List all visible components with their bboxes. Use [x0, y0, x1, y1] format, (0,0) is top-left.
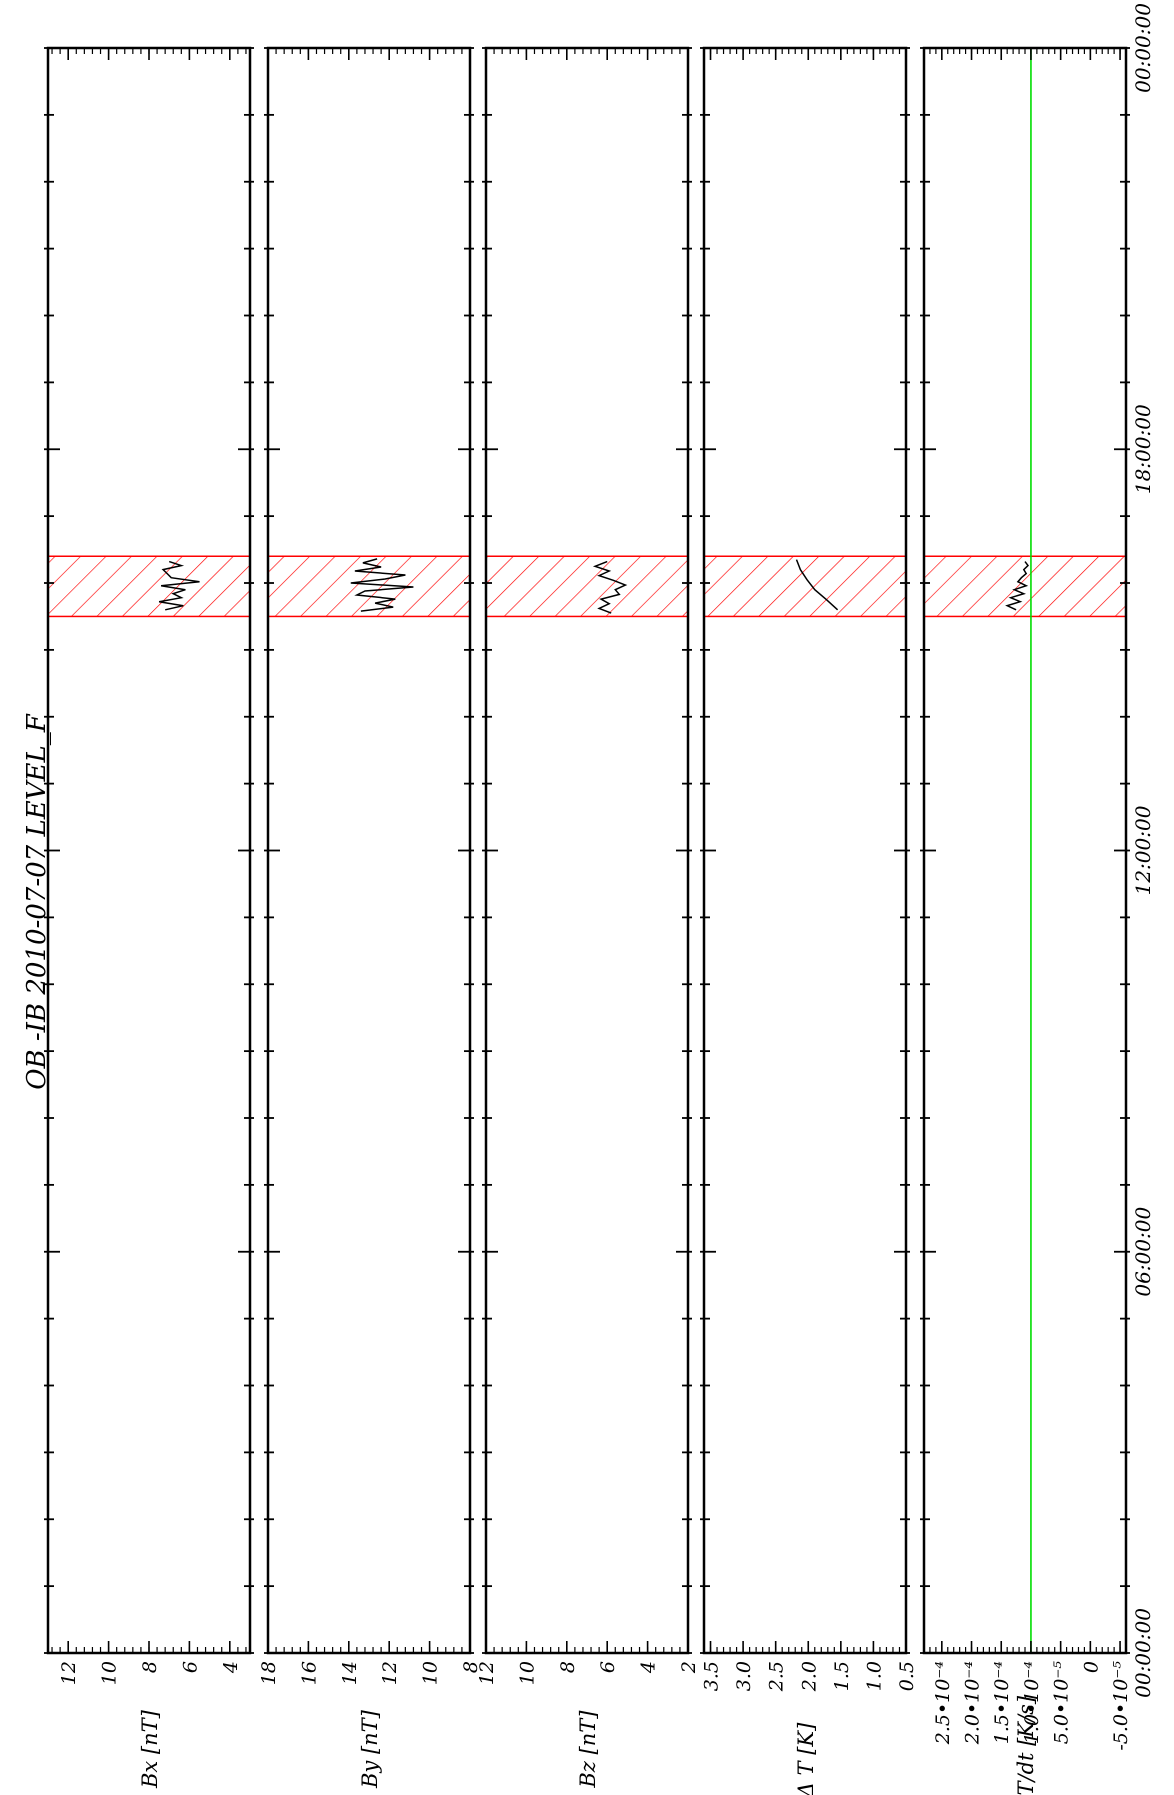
time-axis-labels: 00:00:00 06:00:00 12:00:00 18:00:00 00:00:00	[1131, 3, 1155, 1698]
value-tick-label: 1.0	[863, 1661, 885, 1691]
value-tick-label: 10	[516, 1661, 538, 1685]
value-tick-label: 4	[220, 1661, 242, 1674]
value-tick-label: 0.5	[896, 1661, 918, 1691]
time-tick-label: 00:00:00	[1131, 1608, 1155, 1698]
value-tick-label: 0	[1080, 1661, 1102, 1673]
time-tick-label: 06:00:00	[1131, 1207, 1155, 1297]
series-line	[795, 559, 839, 611]
panel-ylabel: dΔT/dt [K/s]	[1014, 1695, 1038, 1795]
panel-4: 3.5 3.0 2.5 2.0 1.5 1.0 0.5 Δ T [K]	[700, 46, 918, 1795]
highlight-band	[47, 555, 251, 618]
panel-frame	[922, 46, 1128, 1655]
value-tick-label: 6	[179, 1661, 201, 1673]
panel-ylabel: Δ By [nT]	[358, 1709, 382, 1795]
panel-ylabel: Δ T [K]	[794, 1722, 818, 1795]
value-tick-label: 8	[460, 1661, 482, 1673]
series-line	[158, 560, 200, 611]
highlight-band	[703, 555, 907, 618]
value-tick-label: 2.5	[766, 1661, 788, 1692]
value-tick-label: 2	[678, 1661, 700, 1674]
series-line	[1005, 561, 1030, 611]
panel-3: 12 10 8 6 4 2 Δ Bz [nT]	[476, 46, 700, 1795]
panel-frame	[484, 46, 690, 1655]
value-tick-label: 2.0	[798, 1661, 820, 1692]
value-tick-label: 16	[298, 1661, 320, 1685]
value-tick-label: 1.0•10⁻⁴	[1021, 1661, 1043, 1744]
value-tick-label: 10	[420, 1661, 442, 1685]
panel-frame	[266, 46, 472, 1655]
panel-2: 18 16 14 12 10 8 Δ By [nT]	[258, 46, 482, 1795]
panel-ylabel: Δ Bz [nT]	[576, 1710, 600, 1795]
panel-5: 2.5•10⁻⁴ 2.0•10⁻⁴ 1.5•10⁻⁴ 1.0•10⁻⁴ 5.0•10⁻⁵…	[920, 46, 1132, 1795]
value-tick-label: 14	[339, 1661, 361, 1685]
highlight-band	[485, 555, 689, 618]
panel-frame	[46, 46, 252, 1655]
value-tick-label: 8	[139, 1661, 161, 1673]
value-tick-label: 1.5	[831, 1661, 853, 1691]
series-line	[350, 558, 414, 612]
value-tick-label: 3.5	[701, 1661, 723, 1691]
value-tick-label: 8	[557, 1661, 579, 1673]
value-tick-label: 18	[258, 1661, 280, 1685]
highlight-band	[267, 555, 471, 618]
value-tick-label: 6	[597, 1661, 619, 1673]
value-tick-label: 12	[476, 1661, 498, 1685]
value-tick-label: 2.0•10⁻⁴	[962, 1661, 984, 1745]
value-tick-label: 5.0•10⁻⁵	[1051, 1661, 1073, 1745]
panel-ylabel: Δ Bx [nT]	[138, 1709, 162, 1795]
panels: 12 10 8 6 4 Δ Bx [nT] 18 16 14 12 10 8 Δ By [nT] 12 10…	[44, 46, 1132, 1795]
value-tick-label: 1.5•10⁻⁴	[991, 1661, 1013, 1744]
time-tick-label: 00:00:00	[1131, 3, 1155, 93]
series-line	[592, 560, 628, 614]
value-tick-label: 12	[58, 1661, 80, 1685]
value-tick-label: 3.0	[733, 1661, 755, 1691]
time-tick-label: 18:00:00	[1131, 404, 1155, 494]
panel-frame	[702, 46, 908, 1655]
value-tick-label: 2.5•10⁻⁴	[932, 1661, 954, 1745]
time-tick-label: 12:00:00	[1131, 805, 1155, 895]
value-tick-label: -5.0•10⁻⁵	[1110, 1661, 1132, 1751]
value-tick-label: 10	[99, 1661, 121, 1685]
value-tick-label: 4	[638, 1661, 660, 1674]
panel-1: 12 10 8 6 4 Δ Bx [nT]	[44, 46, 254, 1795]
value-tick-label: 12	[379, 1661, 401, 1685]
